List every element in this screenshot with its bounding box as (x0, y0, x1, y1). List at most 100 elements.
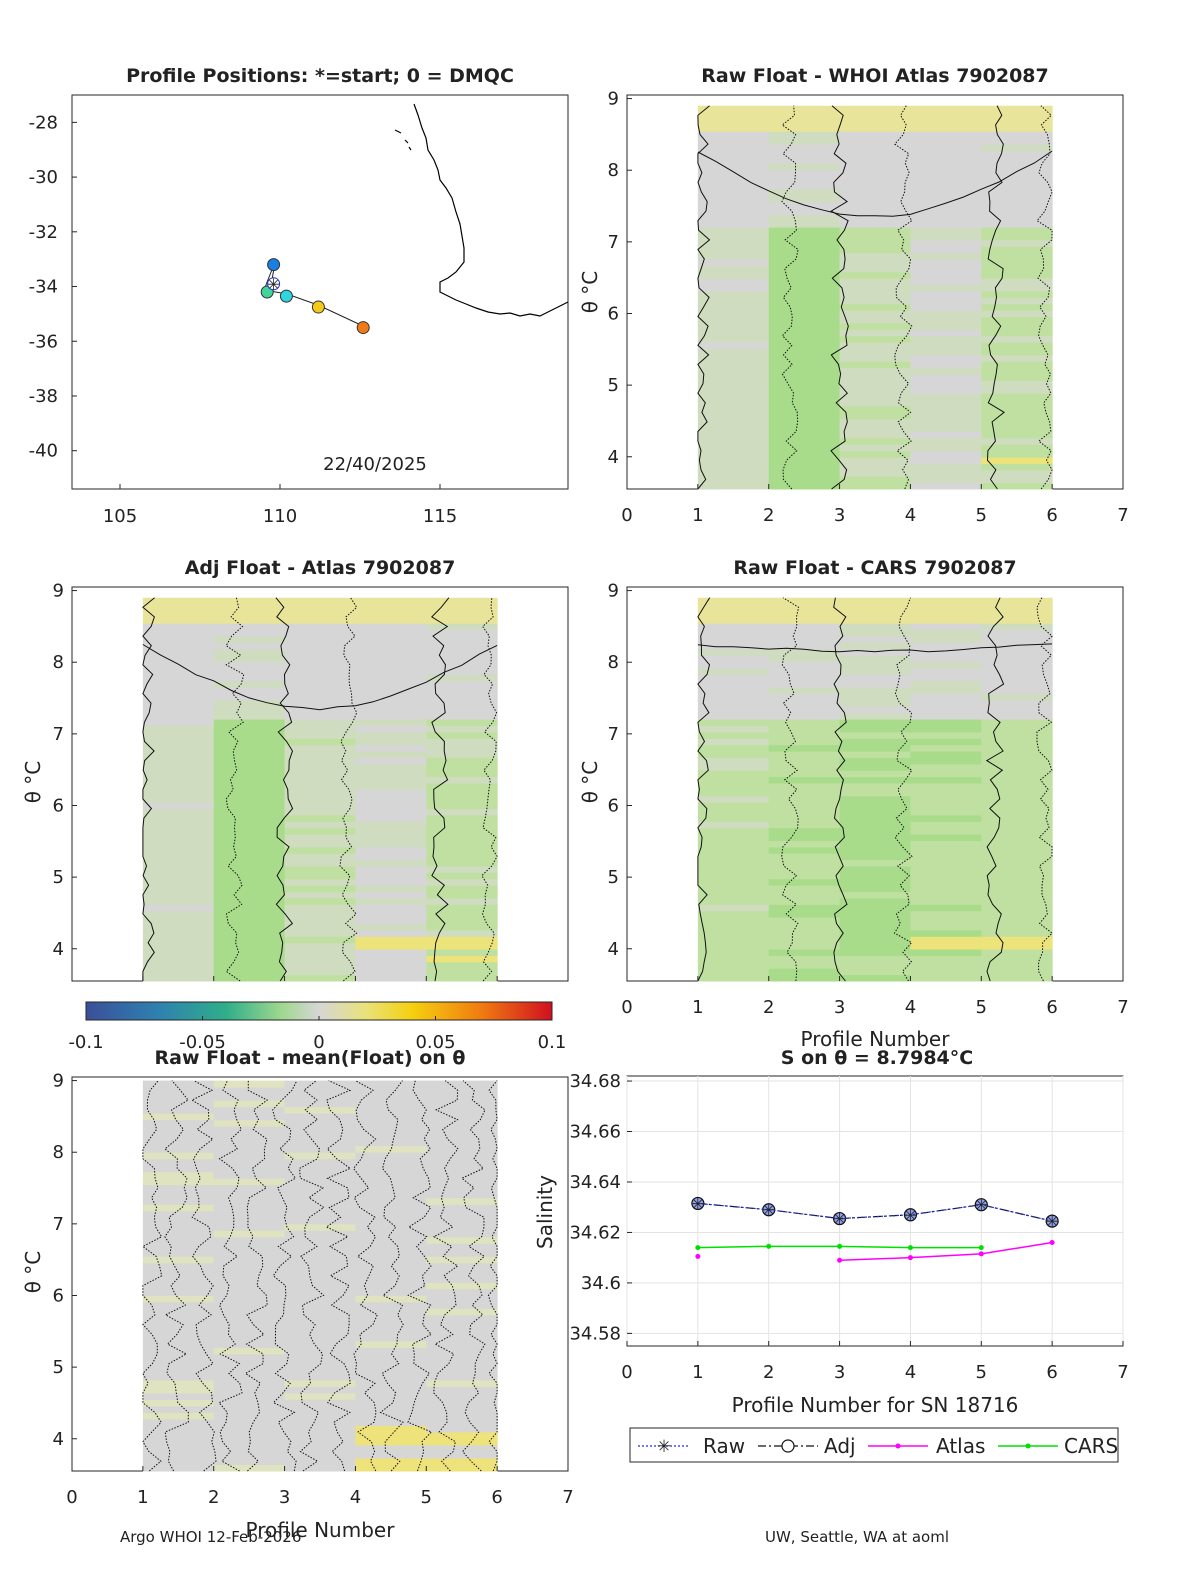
heatmap-cell (910, 661, 982, 669)
heatmap-cell (839, 220, 911, 228)
heatmap-cell (768, 220, 841, 228)
salinity-point-raw: ✳ (762, 1201, 775, 1220)
heatmap-cell (910, 936, 982, 944)
heatmap-cell (355, 725, 427, 733)
heatmap-cell (284, 1373, 356, 1381)
heatmap-cell (284, 1353, 356, 1361)
heatmap-cell (284, 1236, 356, 1244)
heatmap-cell (355, 1444, 427, 1452)
heatmap-cell (768, 386, 841, 394)
heatmap-cell (981, 629, 1053, 637)
heatmap-cell (697, 604, 770, 612)
heatmap-ytick-label: 7 (53, 724, 64, 745)
heatmap-cell (213, 725, 286, 733)
heatmap-cell (910, 859, 982, 867)
heatmap-cell (142, 1288, 215, 1296)
heatmap-cell (768, 955, 841, 963)
heatmap-cell (284, 808, 356, 816)
heatmap-cell (284, 1191, 356, 1199)
heatmap-cell (839, 904, 911, 912)
heatmap-cell (426, 1282, 498, 1290)
heatmap-cell (839, 265, 911, 273)
heatmap-cell (355, 917, 427, 925)
heatmap-cell (355, 597, 427, 605)
heatmap-cell (768, 655, 841, 663)
heatmap-cell (981, 623, 1053, 631)
heatmap-cell (426, 955, 498, 963)
heatmap-cell (697, 418, 770, 426)
heatmap-cell (213, 942, 286, 950)
heatmap-cell (213, 1204, 286, 1212)
heatmap-cell (839, 399, 911, 407)
heatmap-cell (768, 444, 841, 452)
heatmap-cell (142, 770, 215, 778)
heatmap-cell (768, 725, 841, 733)
heatmap-cell (839, 674, 911, 682)
heatmap-cell (697, 265, 770, 273)
heatmap-cell (981, 137, 1053, 145)
heatmap-cell (839, 259, 911, 266)
heatmap-cell (142, 1314, 215, 1322)
legend-adj-label: Adj (824, 1434, 856, 1458)
salinity-xtick-label: 4 (905, 1362, 916, 1383)
map-point (267, 258, 281, 272)
salinity-xtick-label: 7 (1117, 1362, 1128, 1383)
heatmap-cell (355, 712, 427, 720)
heatmap-cell (981, 405, 1053, 413)
heatmap-cell (142, 1171, 215, 1179)
heatmap-xtick-label: 7 (562, 1487, 573, 1508)
heatmap-cell (839, 156, 911, 164)
heatmap-xtick-label: 2 (208, 1487, 219, 1508)
heatmap-cell (839, 290, 911, 298)
heatmap-cell (839, 859, 911, 867)
heatmap-cell (839, 150, 911, 158)
heatmap-cell (355, 1093, 427, 1101)
heatmap-cell (910, 118, 982, 126)
heatmap-cell (697, 457, 770, 464)
heatmap-cell (768, 859, 841, 867)
heatmap-cell (981, 316, 1053, 324)
heatmap-contour (985, 597, 1005, 982)
heatmap-ytick-label: 8 (53, 1142, 64, 1163)
heatmap-cell (981, 342, 1053, 349)
heatmap-cell (768, 712, 841, 720)
heatmap-cell (213, 1418, 286, 1426)
heatmap-cell (355, 834, 427, 841)
heatmap-cell (910, 866, 982, 873)
heatmap-cell (355, 1438, 427, 1446)
heatmap-cell (142, 891, 215, 899)
heatmap-cell (213, 961, 286, 969)
heatmap-cell (768, 144, 841, 151)
heatmap-cell (697, 674, 770, 682)
heatmap-cell (910, 604, 982, 612)
heatmap-cell (426, 859, 498, 867)
heatmap-cell (981, 936, 1053, 944)
heatmap-cell (426, 929, 498, 937)
heatmap-cell (910, 386, 982, 394)
heatmap-cell (355, 878, 427, 886)
heatmap-cell (426, 1113, 498, 1121)
heatmap-cell (697, 910, 770, 918)
heatmap-cell (697, 878, 770, 886)
heatmap-cell (213, 1412, 286, 1420)
heatmap-cell (284, 1392, 356, 1400)
heatmap-cell (284, 738, 356, 746)
heatmap-cell (910, 629, 982, 637)
heatmap-contour (986, 105, 1005, 490)
heatmap-cell (697, 482, 770, 490)
heatmap-cell (839, 386, 911, 394)
heatmap-cell (768, 112, 841, 120)
heatmap-contour (431, 597, 450, 982)
heatmap-cell (697, 668, 770, 675)
heatmap-cell (981, 853, 1053, 861)
heatmap-cell (142, 949, 215, 956)
heatmap-cell (697, 974, 770, 982)
heatmap-cell (697, 156, 770, 164)
heatmap-cell (768, 207, 841, 215)
heatmap-cell (426, 1191, 498, 1199)
heatmap-contour (697, 597, 711, 982)
heatmap-cell (981, 195, 1053, 203)
heatmap-cell (768, 163, 841, 171)
heatmap-cell (697, 917, 770, 925)
heatmap-cell (355, 1210, 427, 1218)
